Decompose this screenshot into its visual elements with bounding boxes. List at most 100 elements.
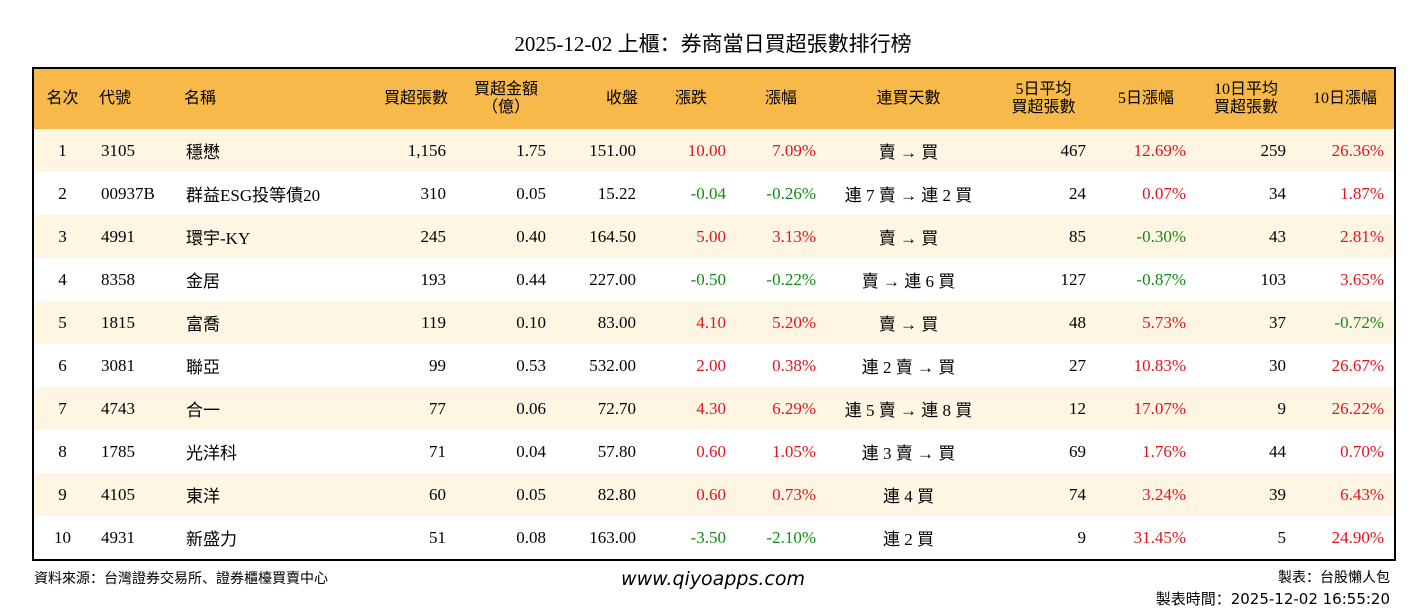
site: www.qiyoapps.com	[621, 568, 805, 590]
table-cell: 99	[429, 355, 446, 375]
table-cell: 10.83%	[1133, 355, 1186, 375]
table-cell: 富喬	[176, 301, 356, 344]
made-time: 製表時間：2025-12-02 16:55:20	[1155, 590, 1390, 608]
table-cell: 0.44	[516, 269, 546, 289]
column-header: 5日漲幅	[1096, 68, 1196, 129]
column-header: 買超金額 （億）	[456, 68, 556, 129]
table-cell: 3.13%	[736, 215, 826, 258]
table-cell: 12	[991, 387, 1096, 430]
table-cell: 227.00	[589, 269, 636, 289]
table-cell: 43	[1196, 215, 1296, 258]
table-cell: 31.45%	[1133, 527, 1186, 547]
table-cell: 連 3 賣 → 買	[861, 444, 956, 463]
maker: 製表：台股懶人包	[1278, 570, 1390, 586]
table-cell: 71	[429, 441, 446, 461]
table-cell: 532.00	[589, 355, 636, 375]
table-row: 2 00937B 群益ESG投等債20 310 0.05 15.22 -0.04 -0.26%…	[33, 172, 1395, 215]
table-cell: -0.72%	[1296, 301, 1395, 344]
table-cell: 5	[1277, 527, 1287, 547]
table-cell: 4743	[91, 387, 176, 430]
table-cell: 連 4 買	[826, 473, 991, 516]
table-cell: 東洋	[176, 473, 356, 516]
source: 資料來源：台灣證券交易所、證券櫃檯買賣中心	[34, 571, 328, 587]
table-cell: 4991	[91, 215, 176, 258]
table-cell: 74	[991, 473, 1096, 516]
table-cell: 12.69%	[1096, 129, 1196, 172]
table-cell: 0.08	[516, 527, 546, 547]
table-cell: 17.07%	[1096, 387, 1196, 430]
table-cell: 103	[1260, 269, 1287, 289]
table-row: 5 1815 富喬 119 0.10 83.00 4.10 5.20% 賣 → 買 48 5.73%…	[33, 301, 1395, 344]
table-cell: 26.67%	[1331, 355, 1384, 375]
table-cell: 5	[33, 301, 91, 344]
table-cell: 57.80	[597, 441, 636, 461]
table-cell: 光洋科	[186, 444, 237, 463]
table-row: 1 3105 穩懋 1,156 1.75 151.00 10.00 7.09% 賣 → 買 467…	[33, 129, 1395, 172]
table-cell: 0.38%	[772, 355, 816, 375]
table-cell: 環宇-KY	[176, 215, 356, 258]
column-header: 10日平均 買超張數	[1196, 68, 1296, 129]
table-cell: 0.53	[516, 355, 546, 375]
table-cell: 163.00	[589, 527, 636, 547]
table-cell: 15.22	[597, 183, 636, 203]
column-header: 漲跌	[646, 68, 736, 129]
table-row: 6 3081 聯亞 99 0.53 532.00 2.00 0.38% 連 2 賣 → 買 27 1…	[33, 344, 1395, 387]
table-cell: 7	[33, 387, 91, 430]
column-header: 代號	[91, 68, 176, 129]
table-cell: 群益ESG投等債20	[186, 186, 321, 205]
table-cell: 0.10	[456, 301, 556, 344]
table-cell: 151.00	[556, 129, 646, 172]
table-cell: 00937B	[101, 183, 155, 203]
table-cell: 1.75	[456, 129, 556, 172]
table-cell: -0.22%	[766, 269, 816, 289]
table-cell: 新盛力	[186, 530, 237, 549]
table-cell: -0.50	[690, 269, 726, 289]
table-cell: 賣 → 買	[826, 301, 991, 344]
table-row: 7 4743 合一 77 0.06 72.70 4.30 6.29% 連 5 賣 → 連 8 買…	[33, 387, 1395, 430]
table-cell: 0.70%	[1340, 441, 1384, 461]
column-header: 10日漲幅	[1296, 68, 1395, 129]
table-cell: 72.70	[556, 387, 646, 430]
table-cell: 連 7 賣 → 連 2 買	[844, 186, 973, 205]
column-header: 5日平均 買超張數	[991, 68, 1096, 129]
table-cell: 26.36%	[1296, 129, 1395, 172]
table-cell: -3.50	[690, 527, 726, 547]
table-cell: -0.26%	[766, 183, 816, 203]
table-cell: 82.80	[556, 473, 646, 516]
table-cell: 0.06	[456, 387, 556, 430]
table-cell: 1,156	[356, 129, 456, 172]
table-cell: 3.24%	[1096, 473, 1196, 516]
table-cell: 賣 → 買	[826, 129, 991, 172]
table-cell: 24.90%	[1331, 527, 1384, 547]
table-cell: 127	[1060, 269, 1087, 289]
table-cell: 連 2 賣 → 買	[861, 358, 956, 377]
table-cell: 48	[991, 301, 1096, 344]
table-cell: 39	[1196, 473, 1296, 516]
table-cell: 6.29%	[736, 387, 826, 430]
table-cell: 9	[33, 473, 91, 516]
table-cell: 164.50	[556, 215, 646, 258]
table-cell: 0.07%	[1142, 183, 1186, 203]
header-row: 名次 代號 名稱 買超張數 買超金額 （億） 收盤 漲跌 漲幅 連買天數 5日平均 買超張數 5日漲…	[33, 68, 1395, 129]
table-cell: 賣 → 買	[826, 215, 991, 258]
table-cell: 24	[1069, 183, 1086, 203]
table-cell: 4	[58, 269, 67, 289]
table-cell: 193	[420, 269, 447, 289]
table-row: 8 1785 光洋科 71 0.04 57.80 0.60 1.05% 連 3 賣 → 買 69 1…	[33, 430, 1395, 473]
table-cell: 1815	[91, 301, 176, 344]
column-header: 漲幅	[736, 68, 826, 129]
column-header: 收盤	[556, 68, 646, 129]
column-header: 名稱	[176, 68, 356, 129]
table-cell: 5.73%	[1096, 301, 1196, 344]
ranking-table: 名次 代號 名稱 買超張數 買超金額 （億） 收盤 漲跌 漲幅 連買天數 5日平均 買超張數 5日漲…	[32, 67, 1396, 561]
table-cell: 2	[58, 183, 67, 203]
table-cell: 467	[991, 129, 1096, 172]
table-cell: 85	[991, 215, 1096, 258]
table-row: 4 8358 金居 193 0.44 227.00 -0.50 -0.22% 賣 → 連 6 買…	[33, 258, 1395, 301]
table-cell: 0.05	[516, 183, 546, 203]
table-cell: 3	[33, 215, 91, 258]
table-cell: 金居	[186, 272, 220, 291]
column-header: 名次	[33, 68, 91, 129]
table-cell: 0.40	[456, 215, 556, 258]
